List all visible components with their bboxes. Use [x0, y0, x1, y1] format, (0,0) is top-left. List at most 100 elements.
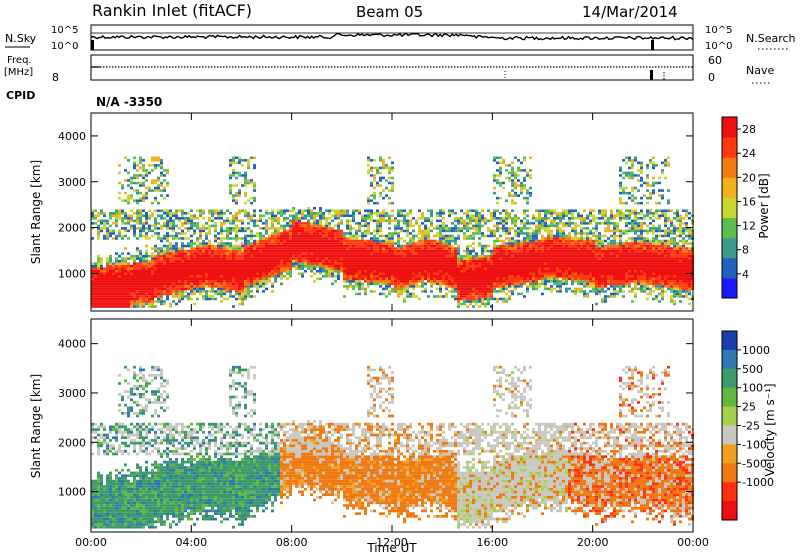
power-cell [403, 239, 406, 243]
power-cell [121, 237, 124, 240]
power-cell [520, 229, 523, 233]
power-cell [514, 280, 517, 283]
power-cell [385, 234, 388, 238]
power-cell [331, 254, 334, 258]
power-cell [280, 209, 283, 212]
power-cell [409, 280, 412, 283]
power-cell [334, 224, 337, 228]
power-cell [244, 176, 247, 180]
power-cell [346, 252, 349, 255]
power-cell [295, 224, 298, 228]
power-cell [139, 295, 142, 298]
power-cell [571, 269, 574, 273]
power-cell [436, 280, 439, 283]
power-cell [256, 280, 259, 283]
power-cell [481, 287, 484, 291]
power-cell [214, 285, 217, 288]
power-cell [391, 244, 394, 248]
power-cell [304, 249, 307, 253]
power-cell [592, 280, 595, 283]
power-cell [448, 212, 451, 215]
power-cell [568, 267, 571, 270]
power-cell [250, 269, 253, 273]
power-cell [295, 244, 298, 248]
power-cell [445, 242, 448, 245]
power-cell [334, 267, 337, 270]
power-cell [145, 300, 148, 303]
power-cell [511, 272, 514, 276]
power-cell [151, 156, 154, 160]
power-cell [532, 275, 535, 278]
power-cell [175, 285, 178, 288]
power-cell [145, 171, 148, 175]
power-cell [112, 300, 115, 303]
power-cell [553, 242, 556, 245]
power-cell [259, 267, 262, 270]
power-cell [238, 292, 241, 296]
power-cell [499, 249, 502, 253]
power-cell [337, 244, 340, 248]
power-cell [268, 275, 271, 278]
power-cell [574, 252, 577, 255]
power-cell [430, 212, 433, 215]
power-cell [211, 264, 214, 268]
power-cell [385, 264, 388, 268]
power-cell [169, 234, 172, 238]
power-cell [118, 191, 121, 195]
power-cell [265, 232, 268, 235]
power-cell [163, 285, 166, 288]
power-cell [253, 214, 256, 218]
power-cell [235, 224, 238, 228]
power-cell [109, 229, 112, 233]
power-cell [250, 277, 253, 281]
power-cell [241, 174, 244, 177]
power-cell [460, 285, 463, 288]
power-cell [211, 244, 214, 248]
power-cell [169, 287, 172, 291]
power-cell [205, 264, 208, 268]
power-cell [454, 275, 457, 278]
power-cell [196, 249, 199, 253]
power-cell [505, 217, 508, 220]
power-cell [568, 252, 571, 255]
power-cell [535, 219, 538, 223]
power-cell [310, 275, 313, 278]
power-cell [250, 232, 253, 235]
power-cell [448, 275, 451, 278]
power-cell [124, 290, 127, 293]
power-cell [139, 156, 142, 160]
power-cell [97, 262, 100, 265]
power-cell [481, 302, 484, 306]
power-cell [442, 239, 445, 243]
power-cell [466, 295, 469, 298]
power-cell [541, 272, 544, 276]
power-cell [103, 227, 106, 230]
power-cell [403, 300, 406, 303]
power-cell [202, 224, 205, 228]
power-cell [184, 277, 187, 281]
power-cell [334, 239, 337, 243]
power-cell [379, 219, 382, 223]
power-cell [523, 280, 526, 283]
power-cell [367, 201, 370, 205]
power-cell [388, 234, 391, 238]
power-cell [280, 239, 283, 243]
power-cell [178, 249, 181, 253]
power-cell [436, 259, 439, 263]
power-cell [457, 292, 460, 296]
power-cell [199, 249, 202, 253]
power-cell [196, 290, 199, 293]
power-cell [157, 247, 160, 250]
power-cell [427, 217, 430, 220]
power-cell [559, 269, 562, 273]
power-cell [475, 272, 478, 276]
power-cell [577, 277, 580, 281]
power-cell [220, 212, 223, 215]
power-cell [283, 229, 286, 233]
power-cell [418, 269, 421, 273]
power-cell [373, 176, 376, 180]
power-cell [388, 290, 391, 293]
power-cell [154, 189, 157, 192]
power-cell [160, 189, 163, 192]
power-cell [163, 222, 166, 225]
